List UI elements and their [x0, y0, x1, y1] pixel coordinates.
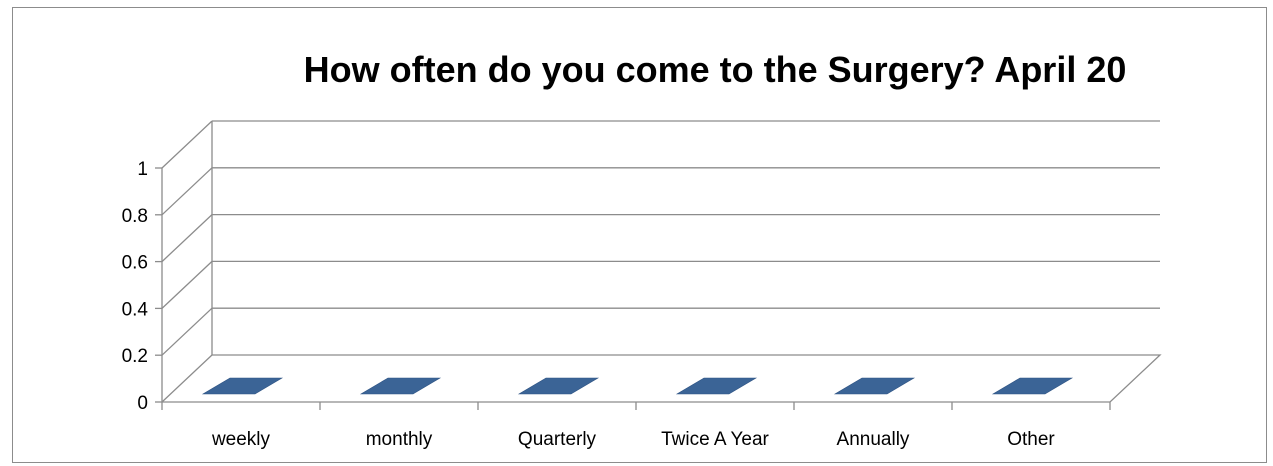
- x-tick-label: Other: [1007, 429, 1055, 450]
- bar-top: [675, 377, 758, 395]
- y-tick-label: 0.6: [122, 253, 148, 274]
- x-tick-label: Annually: [837, 429, 910, 450]
- x-tick-label: monthly: [366, 429, 433, 450]
- gridline-depth: [161, 260, 213, 309]
- chart-title: How often do you come to the Surgery? Ap…: [304, 49, 1127, 90]
- gridline-depth: [161, 167, 213, 216]
- floor: [162, 354, 1162, 403]
- x-tick-label: Quarterly: [518, 429, 597, 450]
- y-tick-label: 0.2: [122, 346, 148, 367]
- gridline-depth: [161, 214, 213, 263]
- bar-top: [201, 377, 284, 395]
- bars: [201, 377, 1074, 395]
- x-tick-label: Twice A Year: [661, 429, 769, 450]
- y-tick-label: 0: [137, 393, 148, 414]
- y-tick-label: 0.8: [122, 206, 148, 227]
- x-tick-label: weekly: [211, 429, 271, 450]
- gridlines: [161, 120, 1160, 403]
- y-tick-label: 0.4: [122, 299, 149, 320]
- y-tick-labels: 0 0.2 0.4 0.6 0.8 1: [122, 159, 149, 414]
- axes: [155, 121, 1162, 410]
- gridline-depth: [161, 120, 213, 169]
- bar: [675, 377, 758, 395]
- y-tick-label: 1: [137, 159, 148, 180]
- bar: [517, 377, 600, 395]
- bar-top: [991, 377, 1074, 395]
- gridline-depth: [161, 307, 213, 356]
- gridline-depth: [161, 354, 213, 403]
- bar: [359, 377, 442, 395]
- bar-top: [359, 377, 442, 395]
- x-tick-labels: weekly monthly Quarterly Twice A Year Annual…: [211, 429, 1055, 450]
- bar: [991, 377, 1074, 395]
- bar-top: [833, 377, 916, 395]
- bar: [201, 377, 284, 395]
- bar-top: [517, 377, 600, 395]
- bar: [833, 377, 916, 395]
